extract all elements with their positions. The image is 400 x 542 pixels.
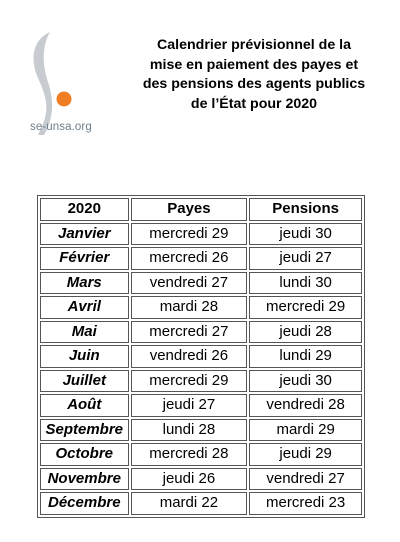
header-pensions: Pensions: [249, 198, 362, 221]
pensions-cell: mercredi 29: [249, 296, 362, 319]
document-title: Calendrier prévisionnel de la mise en pa…: [138, 36, 370, 114]
table-row: Janvier mercredi 29 jeudi 30: [40, 222, 362, 245]
table-row: Juillet mercredi 29 jeudi 30: [40, 369, 362, 392]
logo-orange-dot: [56, 91, 72, 107]
header-payes: Payes: [130, 198, 248, 221]
month-cell: Mars: [40, 271, 129, 294]
pensions-cell: jeudi 30: [249, 222, 362, 245]
table-row: Octobre mercredi 28 jeudi 29: [40, 443, 362, 466]
table-row: Août jeudi 27 vendredi 28: [40, 394, 362, 417]
header-year: 2020: [40, 198, 129, 221]
payes-cell: jeudi 26: [130, 467, 248, 490]
payes-cell: mardi 28: [130, 296, 248, 319]
payes-cell: mercredi 28: [130, 443, 248, 466]
table-row: Avril mardi 28 mercredi 29: [40, 296, 362, 319]
pensions-cell: mardi 29: [249, 418, 362, 441]
month-cell: Avril: [40, 296, 129, 319]
title-line: Calendrier prévisionnel de la: [157, 37, 351, 53]
table-row: Décembre mardi 22 mercredi 23: [40, 492, 362, 515]
pensions-cell: vendredi 28: [249, 394, 362, 417]
month-cell: Février: [40, 247, 129, 270]
payes-cell: vendredi 27: [130, 271, 248, 294]
logo-s-shape: [33, 32, 53, 135]
month-cell: Décembre: [40, 492, 129, 515]
table-row: Novembre jeudi 26 vendredi 27: [40, 467, 362, 490]
month-cell: Juin: [40, 345, 129, 368]
payes-cell: vendredi 26: [130, 345, 248, 368]
table-row: Septembre lundi 28 mardi 29: [40, 418, 362, 441]
month-cell: Novembre: [40, 467, 129, 490]
payes-cell: mercredi 26: [130, 247, 248, 270]
pensions-cell: jeudi 27: [249, 247, 362, 270]
pensions-cell: vendredi 27: [249, 467, 362, 490]
month-cell: Janvier: [40, 222, 129, 245]
pensions-cell: jeudi 29: [249, 443, 362, 466]
title-line: des pensions des agents publics: [142, 76, 366, 92]
table-row: Février mercredi 26 jeudi 27: [40, 247, 362, 270]
pensions-cell: jeudi 30: [249, 369, 362, 392]
month-cell: Juillet: [40, 369, 129, 392]
payes-cell: mardi 22: [130, 492, 248, 515]
payes-cell: mercredi 27: [130, 320, 248, 343]
pensions-cell: lundi 30: [249, 271, 362, 294]
title-line: mise en paiement des payes et: [149, 56, 359, 73]
logo-text: se-unsa.org: [30, 121, 92, 133]
table-body: Janvier mercredi 29 jeudi 30 Février mercred…: [40, 222, 362, 515]
month-cell: Mai: [40, 320, 129, 343]
table-row: Mai mercredi 27 jeudi 28: [40, 320, 362, 343]
month-cell: Août: [40, 394, 129, 417]
title-line: de l’État pour 2020: [190, 95, 318, 112]
payment-calendar-table: 2020 Payes Pensions Janvier mercredi 29 je…: [37, 195, 365, 518]
payes-cell: jeudi 27: [130, 394, 248, 417]
payes-cell: mercredi 29: [130, 222, 248, 245]
payes-cell: mercredi 29: [130, 369, 248, 392]
table-row: Juin vendredi 26 lundi 29: [40, 345, 362, 368]
pensions-cell: lundi 29: [249, 345, 362, 368]
payes-cell: lundi 28: [130, 418, 248, 441]
month-cell: Septembre: [40, 418, 129, 441]
table-header-row: 2020 Payes Pensions: [40, 198, 362, 221]
month-cell: Octobre: [40, 443, 129, 466]
pensions-cell: mercredi 23: [249, 492, 362, 515]
table-row: Mars vendredi 27 lundi 30: [40, 271, 362, 294]
pensions-cell: jeudi 28: [249, 320, 362, 343]
se-unsa-logo: [33, 32, 72, 135]
